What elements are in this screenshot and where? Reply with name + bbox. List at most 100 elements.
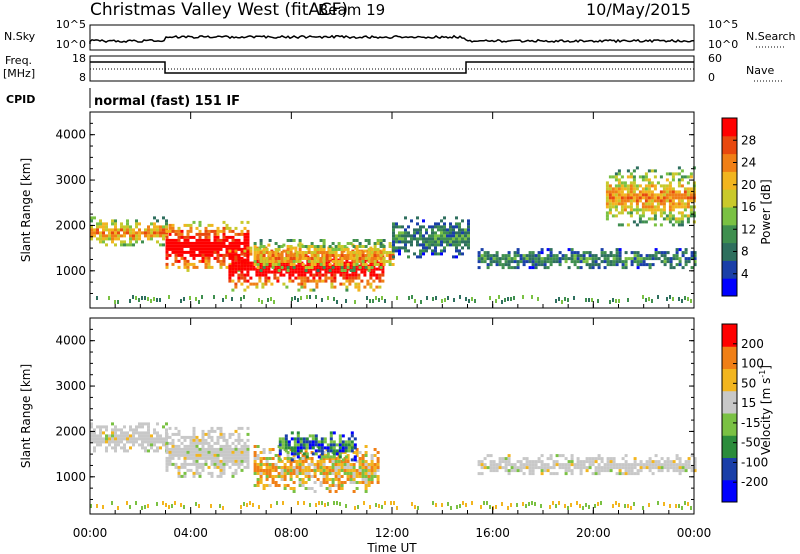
data-cell — [246, 450, 250, 454]
data-cell — [678, 469, 682, 473]
data-cell — [228, 247, 232, 251]
data-cell — [174, 256, 178, 260]
data-cell — [684, 501, 686, 505]
data-cell — [350, 458, 354, 462]
data-cell — [271, 254, 275, 257]
data-cell — [177, 253, 181, 257]
data-cell — [301, 254, 305, 257]
data-cell — [246, 438, 250, 442]
data-cell — [141, 231, 144, 235]
data-cell — [256, 445, 260, 448]
data-band — [477, 454, 697, 476]
data-cell — [90, 440, 93, 444]
data-cell — [662, 187, 666, 191]
data-cell — [311, 446, 315, 450]
data-cell — [431, 243, 434, 247]
data-cell — [147, 434, 150, 438]
colorbar-swatch — [722, 224, 737, 244]
data-cell — [120, 222, 123, 226]
data-cell — [90, 431, 93, 435]
data-cell — [168, 253, 172, 257]
data-cell — [265, 478, 269, 481]
data-cell — [255, 273, 259, 277]
data-cell — [204, 459, 208, 463]
data-cell — [540, 460, 544, 464]
data-cell — [364, 451, 368, 454]
data-cell — [522, 463, 526, 467]
data-cell — [519, 460, 523, 464]
data-cell — [265, 460, 269, 463]
data-cell — [376, 451, 380, 454]
data-cell — [296, 443, 300, 447]
data-cell — [195, 465, 199, 469]
data-cell — [324, 261, 328, 265]
data-cell — [379, 245, 383, 248]
data-cell — [329, 431, 333, 435]
data-cell — [138, 234, 141, 238]
data-cell — [111, 237, 114, 241]
data-cell — [675, 457, 679, 461]
data-cell — [316, 463, 320, 466]
data-cell — [222, 471, 226, 475]
data-cell — [297, 288, 301, 292]
data-cell — [495, 466, 499, 470]
data-cell — [222, 447, 226, 451]
data-cell — [332, 431, 336, 435]
data-cell — [507, 506, 509, 510]
data-cell — [153, 297, 155, 301]
data-cell — [301, 457, 305, 460]
data-cell — [363, 285, 367, 289]
data-cell — [307, 260, 311, 263]
data-cell — [392, 231, 395, 235]
data-cell — [486, 466, 490, 470]
data-cell — [280, 266, 284, 269]
data-cell — [320, 446, 324, 450]
data-cell — [346, 469, 350, 472]
data-cell — [489, 463, 493, 467]
data-cell — [325, 481, 329, 484]
data-cell — [458, 240, 461, 244]
data-cell — [328, 457, 332, 460]
data-cell — [237, 438, 241, 442]
data-cell — [317, 440, 321, 444]
data-cell — [123, 231, 126, 235]
data-cell — [192, 265, 196, 269]
data-cell — [90, 437, 93, 441]
data-cell — [102, 425, 105, 429]
data-cell — [617, 196, 621, 200]
data-cell — [659, 175, 663, 179]
data-cell — [174, 453, 178, 457]
data-cell — [284, 434, 288, 438]
data-cell — [305, 443, 309, 447]
data-cell — [198, 450, 202, 454]
data-cell — [647, 205, 651, 209]
data-cell — [483, 501, 485, 505]
data-cell — [675, 251, 679, 255]
data-cell — [253, 469, 257, 472]
data-cell — [620, 193, 624, 197]
data-cell — [620, 187, 624, 191]
data-cell — [96, 437, 99, 441]
data-cell — [277, 245, 281, 248]
data-cell — [304, 460, 308, 463]
data-cell — [305, 452, 309, 456]
data-cell — [546, 248, 550, 252]
data-cell — [404, 246, 407, 250]
data-cell — [219, 426, 223, 430]
data-cell — [264, 273, 268, 277]
data-cell — [467, 231, 470, 235]
data-cell — [358, 251, 362, 254]
data-cell — [111, 434, 114, 438]
data-cell — [573, 463, 577, 467]
data-cell — [363, 273, 367, 277]
data-cell — [537, 466, 541, 470]
data-cell — [363, 267, 367, 271]
data-cell — [186, 468, 190, 472]
data-cell — [180, 250, 184, 254]
data-cell — [639, 257, 643, 261]
data-cell — [681, 266, 685, 270]
data-cell — [295, 251, 299, 254]
data-cell — [361, 251, 365, 254]
data-cell — [489, 257, 493, 261]
data-cell — [644, 208, 648, 212]
